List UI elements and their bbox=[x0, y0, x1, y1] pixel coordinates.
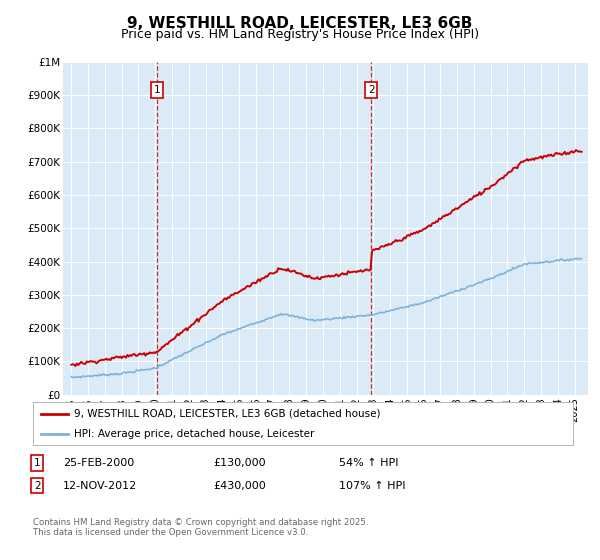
Text: 2: 2 bbox=[34, 480, 41, 491]
Text: 9, WESTHILL ROAD, LEICESTER, LE3 6GB: 9, WESTHILL ROAD, LEICESTER, LE3 6GB bbox=[127, 16, 473, 31]
Text: 9, WESTHILL ROAD, LEICESTER, LE3 6GB (detached house): 9, WESTHILL ROAD, LEICESTER, LE3 6GB (de… bbox=[74, 409, 380, 419]
Text: 25-FEB-2000: 25-FEB-2000 bbox=[63, 458, 134, 468]
Text: HPI: Average price, detached house, Leicester: HPI: Average price, detached house, Leic… bbox=[74, 430, 314, 439]
Text: 107% ↑ HPI: 107% ↑ HPI bbox=[339, 480, 406, 491]
Text: 1: 1 bbox=[34, 458, 41, 468]
Text: £130,000: £130,000 bbox=[213, 458, 266, 468]
Text: Price paid vs. HM Land Registry's House Price Index (HPI): Price paid vs. HM Land Registry's House … bbox=[121, 28, 479, 41]
Text: 2: 2 bbox=[368, 85, 374, 95]
Text: £430,000: £430,000 bbox=[213, 480, 266, 491]
Text: Contains HM Land Registry data © Crown copyright and database right 2025.
This d: Contains HM Land Registry data © Crown c… bbox=[33, 518, 368, 538]
Text: 1: 1 bbox=[154, 85, 161, 95]
Text: 54% ↑ HPI: 54% ↑ HPI bbox=[339, 458, 398, 468]
Text: 12-NOV-2012: 12-NOV-2012 bbox=[63, 480, 137, 491]
